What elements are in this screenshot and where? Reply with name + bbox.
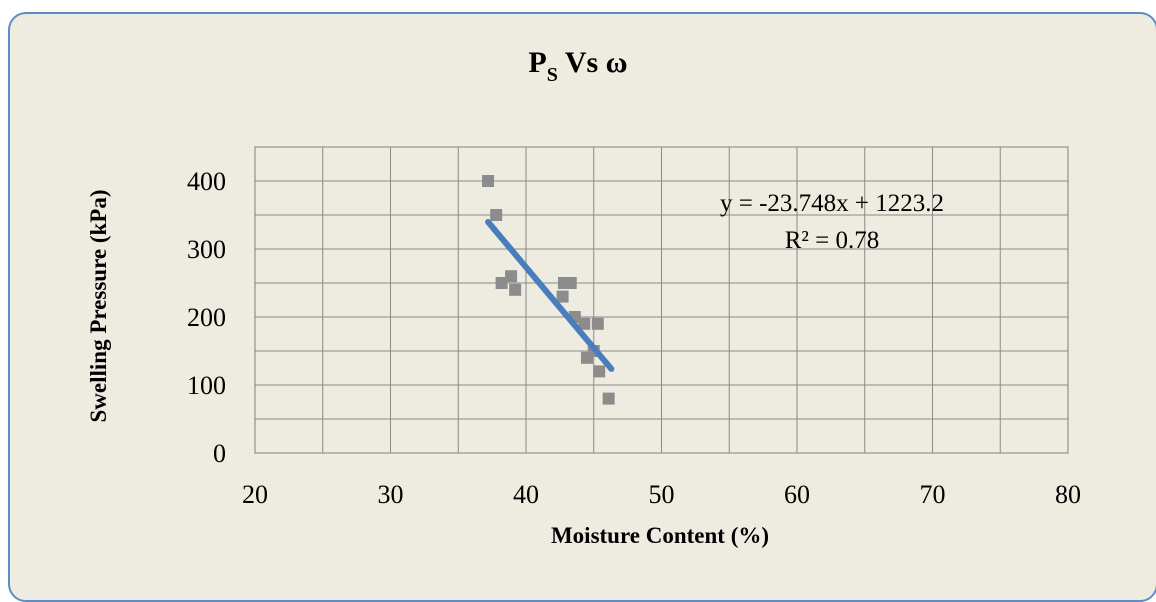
chart-grid: [254, 146, 1069, 454]
trendline: [485, 218, 615, 372]
data-point: [495, 277, 508, 289]
data-point: [564, 277, 577, 289]
plot-area: [254, 146, 1069, 454]
r-squared-label: R² = 0.78: [785, 227, 880, 254]
x-tick-label: 20: [242, 480, 268, 509]
y-tick-label: 400: [187, 167, 226, 196]
y-tick-label: 300: [187, 235, 226, 264]
data-points: [482, 175, 615, 405]
x-tick-label: 60: [784, 480, 810, 509]
x-tick-label: 80: [1055, 480, 1081, 509]
data-point: [593, 365, 606, 378]
data-point: [509, 283, 522, 296]
data-point: [490, 209, 503, 221]
y-tick-labels: 0 100 200 300 400: [187, 167, 226, 468]
y-tick-label: 100: [187, 371, 226, 400]
x-tick-label: 50: [649, 480, 675, 509]
x-tick-label: 30: [378, 480, 404, 509]
data-point: [602, 392, 615, 405]
chart-title-subscript: S: [547, 64, 558, 86]
data-point: [578, 317, 591, 330]
chart-title: PS Vs ω: [528, 46, 627, 86]
chart-frame: [8, 12, 1156, 602]
y-axis-label: Swelling Pressure (kPa): [86, 190, 111, 423]
x-tick-label: 40: [513, 480, 539, 509]
chart-title-rest: Vs ω: [558, 46, 628, 79]
x-tick-label: 70: [920, 480, 946, 509]
y-tick-label: 200: [187, 303, 226, 332]
data-point: [482, 175, 495, 187]
chart-title-main: P: [528, 46, 546, 79]
trendline-equation: y = -23.748x + 1223.2: [720, 190, 944, 217]
data-point: [556, 290, 569, 303]
x-axis-label: Moisture Content (%): [551, 523, 769, 548]
x-tick-labels: 20 30 40 50 60 70 80: [242, 480, 1081, 509]
data-point: [505, 270, 518, 283]
trendline-group: [485, 218, 615, 372]
data-point: [591, 317, 604, 330]
y-tick-label: 0: [213, 439, 226, 468]
